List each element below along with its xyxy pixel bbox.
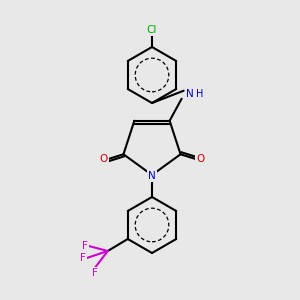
Text: O: O — [99, 154, 108, 164]
Text: Cl: Cl — [147, 25, 157, 35]
Text: N: N — [186, 89, 194, 99]
Text: O: O — [196, 154, 205, 164]
Text: F: F — [80, 253, 86, 263]
Text: F: F — [92, 268, 98, 278]
Text: N: N — [148, 171, 156, 181]
Text: F: F — [82, 241, 88, 251]
Text: H: H — [196, 89, 203, 99]
